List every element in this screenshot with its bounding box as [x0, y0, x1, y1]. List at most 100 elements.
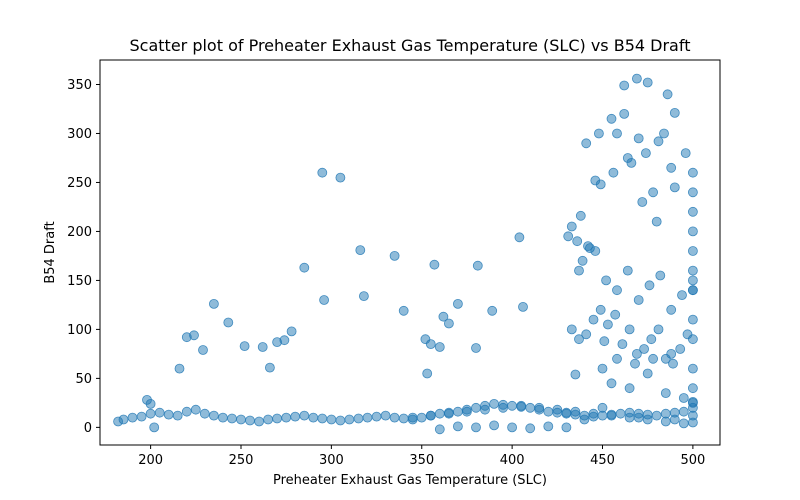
data-point	[597, 363, 608, 374]
data-point	[659, 128, 669, 139]
data-point	[380, 410, 391, 421]
data-point	[471, 402, 481, 413]
data-point	[639, 344, 649, 354]
y-tick-label: 150	[67, 274, 92, 289]
data-point	[514, 232, 525, 243]
data-point	[472, 260, 483, 271]
data-point	[257, 342, 268, 352]
data-point	[595, 304, 606, 315]
data-point	[136, 411, 147, 422]
data-point	[434, 342, 445, 352]
data-point	[317, 413, 328, 424]
data-point	[245, 415, 255, 426]
data-point	[688, 363, 698, 374]
data-point	[575, 210, 586, 221]
data-point	[688, 383, 698, 394]
points-layer	[113, 73, 698, 435]
data-point	[317, 167, 328, 178]
data-point	[680, 148, 691, 159]
data-point	[335, 415, 346, 426]
data-point	[619, 109, 630, 119]
data-point	[227, 413, 237, 424]
data-point	[688, 226, 698, 237]
data-point	[581, 138, 592, 149]
data-point	[208, 298, 219, 309]
data-point	[190, 404, 201, 415]
data-point	[236, 414, 246, 425]
data-point	[290, 411, 301, 422]
data-point	[434, 408, 445, 419]
data-point	[606, 378, 617, 389]
data-point	[525, 402, 536, 413]
data-point	[443, 318, 454, 329]
data-point	[570, 369, 581, 380]
data-point	[688, 402, 698, 413]
data-point	[632, 73, 642, 84]
data-point	[471, 343, 481, 353]
data-point	[308, 412, 319, 423]
data-point	[264, 362, 275, 373]
data-point	[172, 410, 183, 421]
data-point	[644, 280, 655, 291]
x-axis-label: Preheater Exhaust Gas Temperature (SLC)	[273, 473, 547, 488]
data-point	[145, 408, 156, 419]
data-point	[299, 410, 310, 421]
data-point	[624, 383, 635, 394]
data-point	[648, 353, 658, 364]
data-point	[606, 410, 617, 421]
data-point	[326, 414, 337, 425]
data-point	[579, 414, 590, 425]
data-point	[669, 108, 680, 118]
data-point	[612, 128, 622, 139]
data-point	[646, 334, 657, 345]
x-tick-label: 450	[590, 453, 615, 468]
data-point	[398, 413, 409, 424]
plot-area	[100, 60, 720, 445]
data-point	[425, 339, 436, 350]
data-point	[594, 128, 604, 139]
data-point	[688, 265, 698, 276]
data-point	[595, 179, 606, 190]
data-point	[407, 412, 418, 423]
data-point	[543, 421, 554, 432]
data-point	[624, 412, 635, 423]
data-point	[570, 406, 581, 417]
y-tick-label: 350	[67, 78, 92, 93]
data-point	[163, 409, 174, 420]
data-point	[452, 298, 463, 309]
data-point	[574, 334, 584, 345]
data-point	[651, 410, 662, 421]
chart-title: Scatter plot of Preheater Exhaust Gas Te…	[130, 36, 691, 55]
data-point	[655, 270, 666, 281]
data-point	[630, 358, 640, 369]
data-point	[608, 167, 619, 178]
data-point	[675, 344, 686, 354]
data-point	[355, 245, 366, 256]
data-point	[353, 413, 364, 424]
data-point	[651, 216, 662, 227]
y-axis-ticks: 0 50 100 150 200 250 300 350	[67, 78, 100, 436]
data-point	[566, 324, 577, 335]
data-point	[254, 416, 265, 427]
data-point	[299, 262, 310, 273]
data-point	[398, 305, 409, 316]
data-point	[668, 358, 678, 369]
data-point	[574, 265, 584, 276]
data-point	[599, 336, 610, 347]
data-point	[612, 285, 622, 296]
data-point	[601, 275, 611, 286]
data-point	[174, 363, 185, 374]
data-point	[438, 311, 449, 322]
data-point	[416, 412, 427, 423]
data-point	[653, 324, 664, 335]
x-tick-label: 400	[500, 453, 525, 468]
data-point	[606, 113, 617, 124]
x-tick-label: 350	[409, 453, 434, 468]
data-point	[666, 162, 677, 173]
data-point	[344, 414, 355, 425]
data-point	[286, 326, 297, 337]
x-tick-label: 250	[229, 453, 254, 468]
data-point	[678, 393, 689, 403]
data-point	[622, 265, 633, 276]
